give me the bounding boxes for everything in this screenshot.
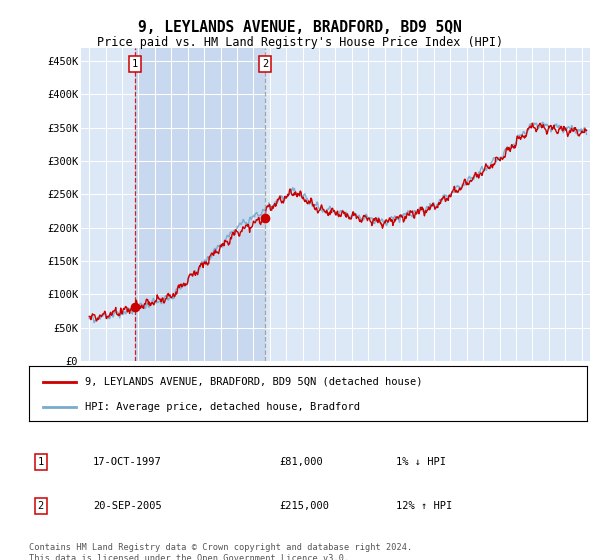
Text: 9, LEYLANDS AVENUE, BRADFORD, BD9 5QN (detached house): 9, LEYLANDS AVENUE, BRADFORD, BD9 5QN (d… — [85, 377, 422, 386]
Text: Price paid vs. HM Land Registry's House Price Index (HPI): Price paid vs. HM Land Registry's House … — [97, 36, 503, 49]
Text: £81,000: £81,000 — [279, 457, 323, 467]
Text: 2: 2 — [38, 501, 44, 511]
Text: HPI: Average price, detached house, Bradford: HPI: Average price, detached house, Brad… — [85, 402, 359, 412]
Text: 17-OCT-1997: 17-OCT-1997 — [93, 457, 162, 467]
Bar — [135, 48, 265, 361]
Text: Contains HM Land Registry data © Crown copyright and database right 2024.
This d: Contains HM Land Registry data © Crown c… — [29, 543, 412, 560]
Text: 1: 1 — [38, 457, 44, 467]
Text: 2: 2 — [262, 59, 268, 69]
Text: 1% ↓ HPI: 1% ↓ HPI — [396, 457, 446, 467]
Text: 1: 1 — [132, 59, 138, 69]
Text: 12% ↑ HPI: 12% ↑ HPI — [396, 501, 452, 511]
Text: 20-SEP-2005: 20-SEP-2005 — [93, 501, 162, 511]
Text: £215,000: £215,000 — [279, 501, 329, 511]
Text: 9, LEYLANDS AVENUE, BRADFORD, BD9 5QN: 9, LEYLANDS AVENUE, BRADFORD, BD9 5QN — [138, 20, 462, 35]
